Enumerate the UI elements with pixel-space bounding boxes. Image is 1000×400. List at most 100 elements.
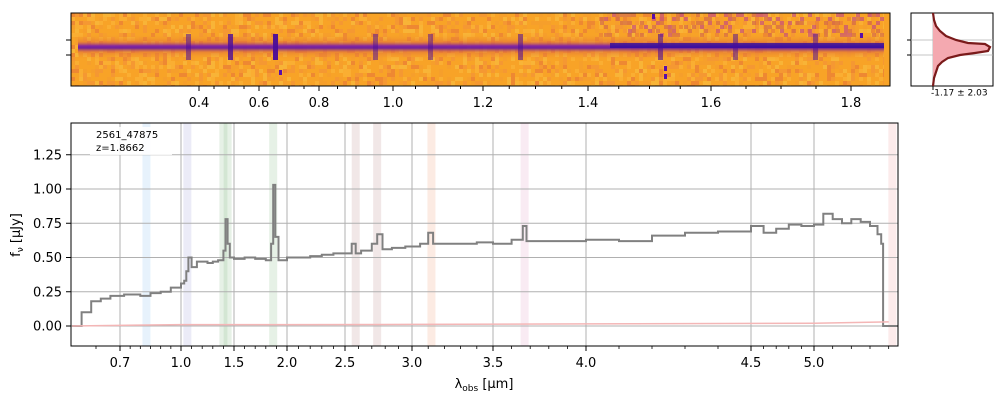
emission-line-band xyxy=(183,123,192,346)
noise-pixel xyxy=(263,25,267,29)
noise-pixel xyxy=(239,13,243,17)
noise-pixel xyxy=(279,17,283,21)
noise-pixel xyxy=(231,65,235,69)
noise-pixel xyxy=(799,73,803,77)
spectrum-2d-xtick-label: 1.6 xyxy=(701,96,722,111)
noise-pixel xyxy=(263,81,267,85)
noise-pixel xyxy=(551,73,555,77)
noise-pixel xyxy=(387,69,391,73)
noise-pixel xyxy=(375,29,379,33)
noise-pixel xyxy=(523,29,527,33)
noise-pixel xyxy=(431,25,435,29)
noise-pixel xyxy=(651,65,655,69)
noise-pixel xyxy=(231,77,235,81)
noise-pixel xyxy=(543,81,547,85)
noise-pixel xyxy=(851,73,855,77)
noise-pixel xyxy=(167,29,171,33)
noise-pixel xyxy=(171,17,175,21)
noise-pixel xyxy=(207,73,211,77)
noise-pixel xyxy=(595,73,599,77)
noise-pixel xyxy=(755,17,759,21)
noise-pixel xyxy=(527,65,531,69)
noise-pixel xyxy=(119,13,123,17)
noise-pixel xyxy=(672,17,676,21)
noise-pixel xyxy=(327,65,331,69)
noise-pixel xyxy=(447,21,451,25)
noise-pixel xyxy=(163,25,167,29)
noise-pixel xyxy=(483,65,487,69)
noise-pixel xyxy=(803,81,807,85)
noise-pixel xyxy=(403,25,407,29)
noise-pixel xyxy=(439,73,443,77)
noise-pixel xyxy=(311,73,315,77)
noise-pixel xyxy=(103,13,107,17)
noise-pixel xyxy=(575,29,579,33)
noise-pixel xyxy=(716,29,720,33)
noise-pixel xyxy=(351,65,355,69)
x-tick-label: 1.0 xyxy=(171,356,192,371)
y-tick-label: 0.75 xyxy=(33,217,62,232)
noise-pixel xyxy=(559,13,563,17)
noise-pixel xyxy=(387,73,391,77)
noise-pixel xyxy=(699,61,703,65)
noise-pixel xyxy=(539,65,543,69)
noise-pixel xyxy=(624,13,628,17)
noise-pixel xyxy=(615,73,619,77)
noise-pixel xyxy=(723,81,727,85)
noise-pixel xyxy=(507,81,511,85)
noise-pixel xyxy=(783,69,787,73)
noise-pixel xyxy=(612,13,616,17)
noise-pixel xyxy=(187,77,191,81)
noise-pixel xyxy=(779,81,783,85)
noise-pixel xyxy=(427,21,431,25)
noise-pixel xyxy=(103,65,107,69)
noise-pixel xyxy=(875,69,879,73)
noise-pixel xyxy=(671,65,675,69)
noise-pixel xyxy=(231,25,235,29)
spectrum-2d-line-feature xyxy=(428,34,433,60)
noise-pixel xyxy=(291,13,295,17)
noise-pixel xyxy=(619,77,623,81)
noise-pixel xyxy=(239,69,243,73)
noise-pixel xyxy=(319,77,323,81)
noise-pixel xyxy=(439,25,443,29)
noise-pixel xyxy=(739,65,743,69)
noise-pixel xyxy=(659,77,663,81)
noise-pixel xyxy=(743,25,747,29)
noise-pixel xyxy=(639,61,643,65)
noise-pixel xyxy=(844,25,848,29)
noise-pixel xyxy=(731,21,735,25)
noise-pixel xyxy=(443,25,447,29)
noise-pixel xyxy=(463,21,467,25)
noise-pixel xyxy=(659,69,663,73)
noise-pixel xyxy=(359,61,363,65)
noise-pixel xyxy=(95,73,99,77)
noise-pixel xyxy=(323,69,327,73)
noise-pixel xyxy=(731,61,735,65)
noise-pixel xyxy=(643,81,647,85)
noise-pixel xyxy=(347,13,351,17)
noise-pixel xyxy=(739,73,743,77)
noise-pixel xyxy=(283,25,287,29)
noise-pixel xyxy=(367,25,371,29)
noise-pixel xyxy=(728,29,732,33)
noise-pixel xyxy=(579,17,583,21)
noise-pixel xyxy=(243,13,247,17)
noise-pixel xyxy=(307,61,311,65)
noise-pixel xyxy=(167,13,171,17)
noise-pixel xyxy=(735,21,739,25)
noise-pixel xyxy=(423,13,427,17)
noise-pixel xyxy=(808,29,812,33)
noise-pixel xyxy=(343,65,347,69)
noise-pixel xyxy=(835,17,839,21)
noise-pixel xyxy=(831,73,835,77)
noise-pixel xyxy=(355,21,359,25)
noise-pixel xyxy=(632,29,636,33)
noise-pixel xyxy=(111,21,115,25)
noise-pixel xyxy=(579,65,583,69)
noise-pixel xyxy=(155,73,159,77)
noise-pixel xyxy=(127,73,131,77)
noise-pixel xyxy=(247,13,251,17)
noise-pixel xyxy=(279,77,283,81)
noise-pixel xyxy=(359,13,363,17)
